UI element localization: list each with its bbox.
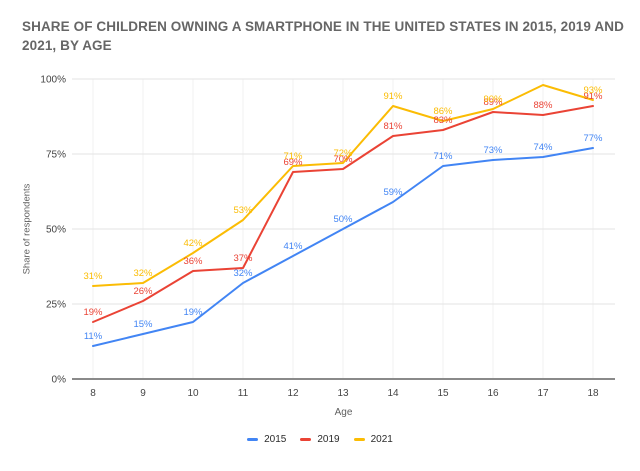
series-line-2021 [92, 84, 594, 287]
legend-swatch-icon [300, 438, 312, 441]
data-label-2015: 41% [283, 241, 303, 252]
y-tick-label: 50% [46, 225, 66, 236]
legend-label: 2019 [317, 434, 340, 445]
x-tick-label: 11 [238, 388, 249, 399]
data-label-2019: 81% [383, 121, 403, 132]
data-label-2021: 53% [233, 205, 253, 216]
legend-item-2019: 2019 [300, 434, 340, 445]
x-tick-label: 15 [437, 388, 449, 399]
data-label-2019: 83% [433, 115, 453, 126]
data-label-2021: 32% [133, 268, 153, 279]
data-label-2021: 71% [283, 151, 303, 162]
data-label-2019: 36% [183, 256, 203, 267]
legend-item-2021: 2021 [353, 434, 393, 445]
series-line-2019 [92, 105, 594, 323]
data-label-2021: 91% [383, 91, 403, 102]
y-tick-label: 0% [52, 375, 67, 386]
x-tick-label: 16 [487, 388, 499, 399]
data-label-2021: 90% [483, 94, 503, 105]
data-label-2021: 93% [583, 85, 603, 96]
data-label-2019: 91% [583, 91, 603, 102]
data-label-2019: 19% [83, 307, 103, 318]
data-label-2015: 74% [533, 142, 553, 153]
x-tick-label: 14 [387, 388, 399, 399]
x-tick-label: 8 [90, 388, 96, 399]
chart-title: SHARE OF CHILDREN OWNING A SMARTPHONE IN… [22, 19, 624, 54]
x-tick-label: 9 [140, 388, 146, 399]
chart-legend: 2015 2019 2021 [0, 434, 640, 445]
data-label-2021: 42% [183, 238, 203, 249]
legend-label: 2015 [264, 434, 287, 445]
data-label-2019: 37% [233, 253, 253, 264]
data-label-2021: 86% [433, 106, 453, 117]
data-label-2021: 31% [83, 271, 103, 282]
data-label-2015: 71% [433, 151, 453, 162]
data-label-2021: 72% [333, 148, 353, 159]
x-tick-label: 13 [337, 388, 349, 399]
legend-item-2015: 2015 [247, 434, 286, 445]
y-tick-label: 100% [40, 75, 66, 86]
legend-swatch-icon [247, 438, 259, 441]
y-tick-label: 25% [46, 300, 66, 311]
data-label-2015: 73% [483, 145, 503, 156]
data-label-2015: 77% [583, 133, 603, 144]
data-label-2015: 19% [183, 307, 203, 318]
data-label-2015: 11% [84, 331, 103, 342]
x-axis-title: Age [334, 407, 353, 418]
data-label-2019: 69% [283, 157, 303, 168]
legend-label: 2021 [370, 434, 393, 445]
data-label-2019: 26% [133, 286, 153, 297]
data-label-2019: 89% [483, 97, 503, 108]
data-label-2015: 32% [233, 268, 253, 279]
legend-swatch-icon [353, 438, 365, 441]
x-tick-label: 12 [287, 388, 299, 399]
data-label-2019: 70% [333, 154, 353, 165]
x-tick-label: 18 [587, 388, 599, 399]
series-line-2015 [92, 147, 594, 347]
data-label-2019: 88% [533, 100, 553, 111]
x-tick-label: 17 [537, 388, 549, 399]
y-tick-label: 75% [46, 150, 66, 161]
x-tick-label: 10 [187, 388, 199, 399]
data-label-2015: 59% [383, 187, 403, 198]
data-label-2015: 50% [333, 214, 353, 225]
data-label-2015: 15% [133, 319, 153, 330]
